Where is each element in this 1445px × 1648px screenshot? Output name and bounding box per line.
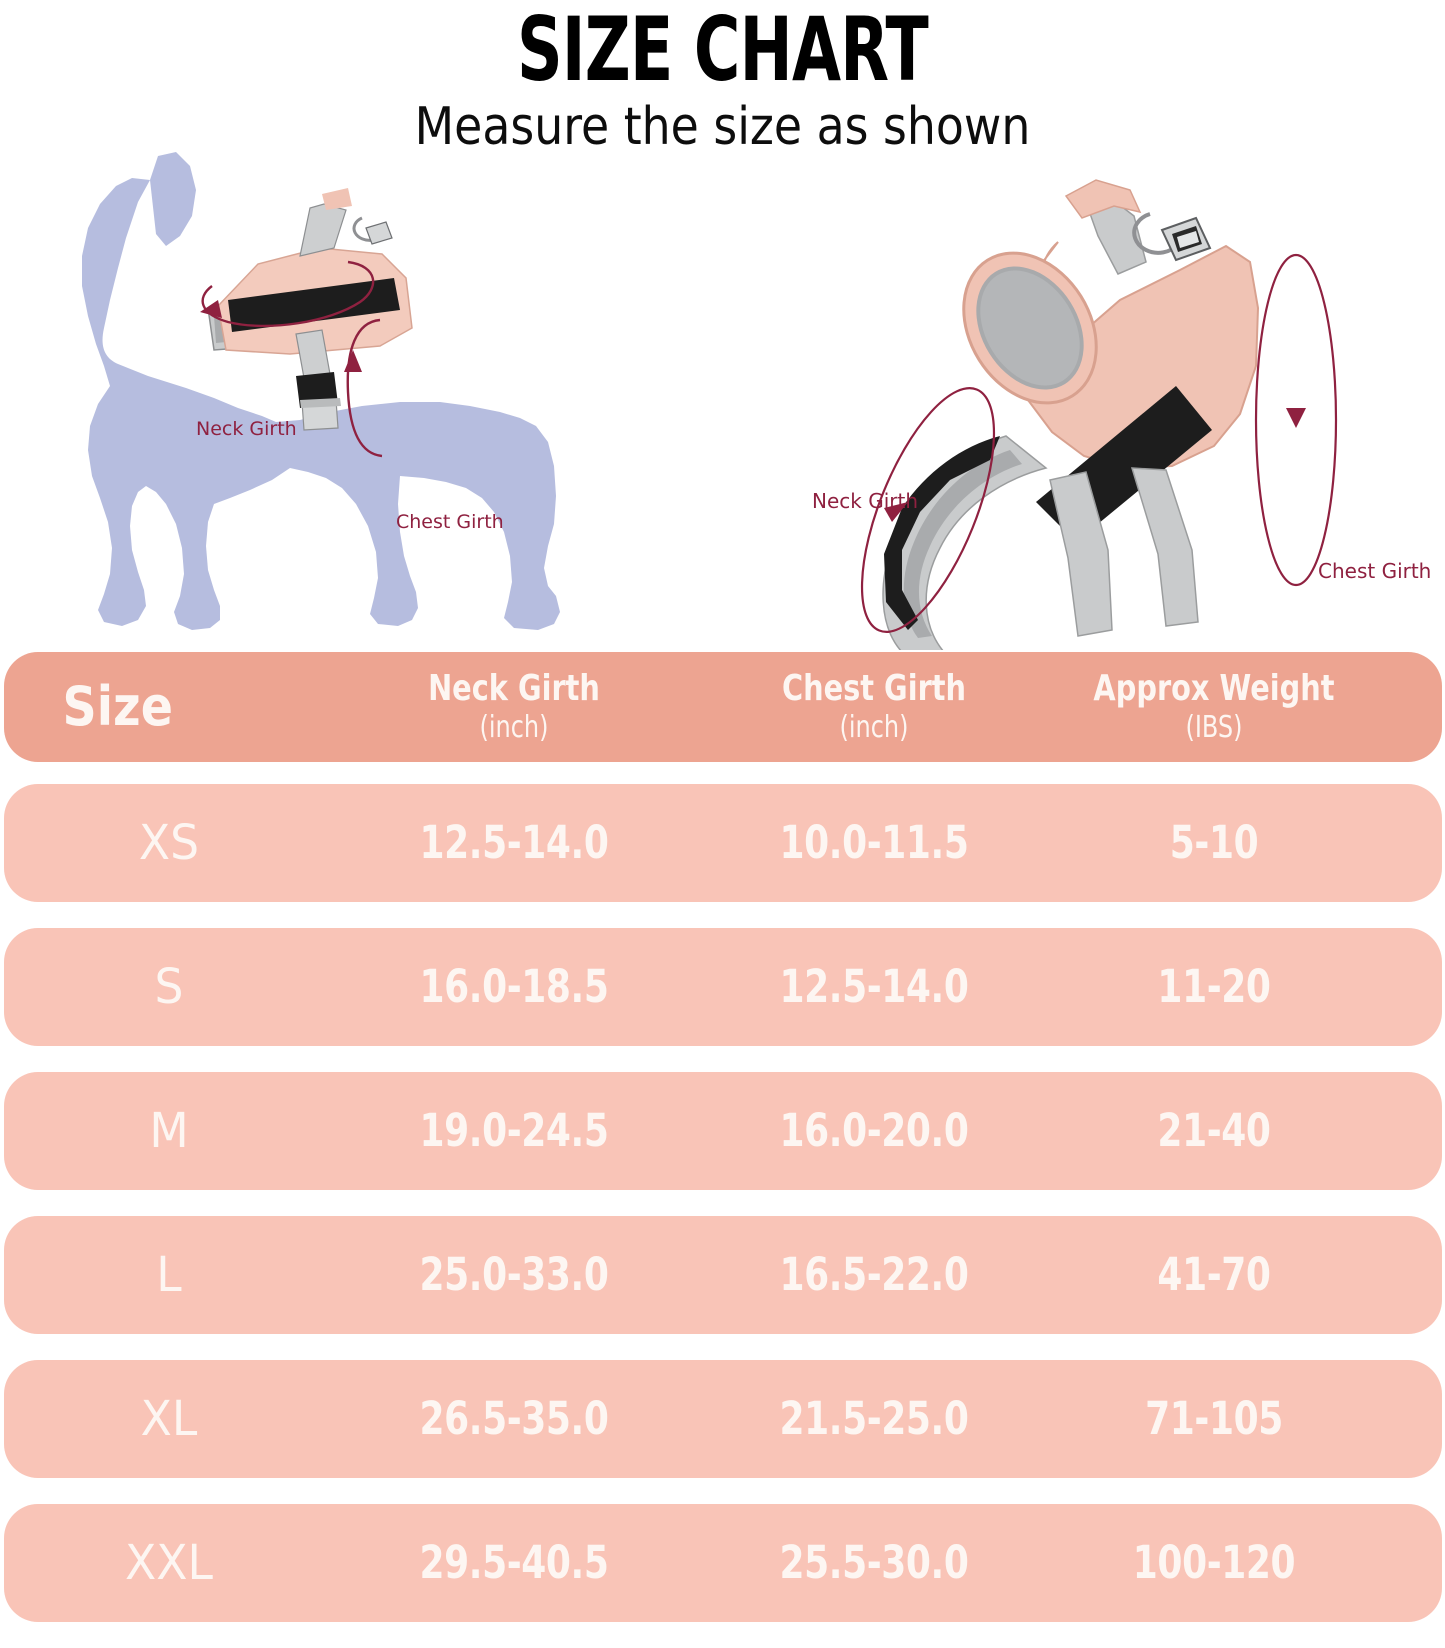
column-header-chest-unit: (inch)	[839, 709, 909, 745]
illustration-area: Neck Girth Chest Girth Neck Girth Chest …	[0, 150, 1445, 650]
cell-size: XXL	[125, 1535, 213, 1591]
table-row: XXL 29.5-40.5 25.5-30.0 100-120	[4, 1504, 1442, 1622]
neck-girth-arrowhead-icon	[200, 300, 222, 318]
cell-size: XS	[138, 815, 200, 871]
table-row: XS 12.5-14.0 10.0-11.5 5-10	[4, 784, 1442, 902]
neck-girth-label-left: Neck Girth	[196, 418, 297, 440]
chest-girth-label-left: Chest Girth	[396, 511, 504, 533]
cell-size: XL	[140, 1391, 198, 1447]
chest-girth-ellipse-icon	[1254, 253, 1338, 587]
cell-neck: 16.0-18.5	[419, 960, 609, 1013]
cell-weight: 5-10	[1169, 816, 1259, 869]
cell-weight: 11-20	[1157, 960, 1271, 1013]
cell-size: M	[149, 1103, 189, 1159]
column-header-chest: Chest Girth (inch)	[730, 667, 1018, 746]
cell-neck: 12.5-14.0	[419, 816, 609, 869]
cell-chest: 21.5-25.0	[779, 1392, 969, 1445]
cell-chest: 25.5-30.0	[779, 1536, 969, 1589]
page-title: SIZE CHART	[516, 0, 929, 101]
column-header-size: Size	[62, 675, 173, 738]
cell-weight: 100-120	[1132, 1536, 1296, 1589]
table-row: M 19.0-24.5 16.0-20.0 21-40	[4, 1072, 1442, 1190]
neck-girth-arrowhead-right-icon	[884, 502, 908, 522]
chest-girth-label-right: Chest Girth	[1318, 559, 1432, 583]
neck-girth-arrow-icon	[201, 260, 375, 328]
cell-weight: 41-70	[1157, 1248, 1271, 1301]
column-header-weight-unit: (IBS)	[1185, 709, 1243, 745]
dog-silhouette-icon	[82, 152, 560, 630]
chest-girth-arrow-icon	[346, 318, 383, 458]
column-header-chest-label: Chest Girth	[781, 667, 967, 709]
column-header-weight: Approx Weight (IBS)	[1086, 667, 1342, 746]
table-row: XL 26.5-35.0 21.5-25.0 71-105	[4, 1360, 1442, 1478]
table-row: L 25.0-33.0 16.5-22.0 41-70	[4, 1216, 1442, 1334]
cell-chest: 10.0-11.5	[779, 816, 969, 869]
column-header-weight-label: Approx Weight	[1093, 667, 1335, 709]
cell-neck: 26.5-35.0	[419, 1392, 609, 1445]
page-header: SIZE CHART Measure the size as shown	[0, 0, 1445, 157]
chest-girth-arrowhead-icon	[344, 350, 362, 372]
table-row: S 16.0-18.5 12.5-14.0 11-20	[4, 928, 1442, 1046]
cell-neck: 29.5-40.5	[419, 1536, 609, 1589]
harness-product-icon	[882, 179, 1260, 650]
cell-size: L	[156, 1247, 182, 1303]
column-header-neck: Neck Girth (inch)	[370, 667, 658, 746]
column-header-neck-label: Neck Girth	[428, 667, 600, 709]
harness-on-dog-icon	[207, 188, 413, 431]
table-header-row: Size Neck Girth (inch) Chest Girth (inch…	[4, 652, 1442, 762]
cell-chest: 16.5-22.0	[779, 1248, 969, 1301]
cell-chest: 16.0-20.0	[779, 1104, 969, 1157]
cell-neck: 25.0-33.0	[419, 1248, 609, 1301]
neck-girth-label-right: Neck Girth	[812, 489, 918, 513]
cell-size: S	[154, 959, 184, 1015]
neck-girth-ellipse-icon	[860, 387, 996, 633]
cell-chest: 12.5-14.0	[779, 960, 969, 1013]
cell-weight: 71-105	[1145, 1392, 1283, 1445]
column-header-neck-unit: (inch)	[479, 709, 549, 745]
chest-girth-arrowhead-right-icon	[1286, 408, 1306, 428]
cell-neck: 19.0-24.5	[419, 1104, 609, 1157]
measurement-illustrations	[82, 152, 1338, 650]
page-subtitle: Measure the size as shown	[414, 97, 1031, 157]
size-table: Size Neck Girth (inch) Chest Girth (inch…	[0, 652, 1445, 1648]
cell-weight: 21-40	[1157, 1104, 1271, 1157]
